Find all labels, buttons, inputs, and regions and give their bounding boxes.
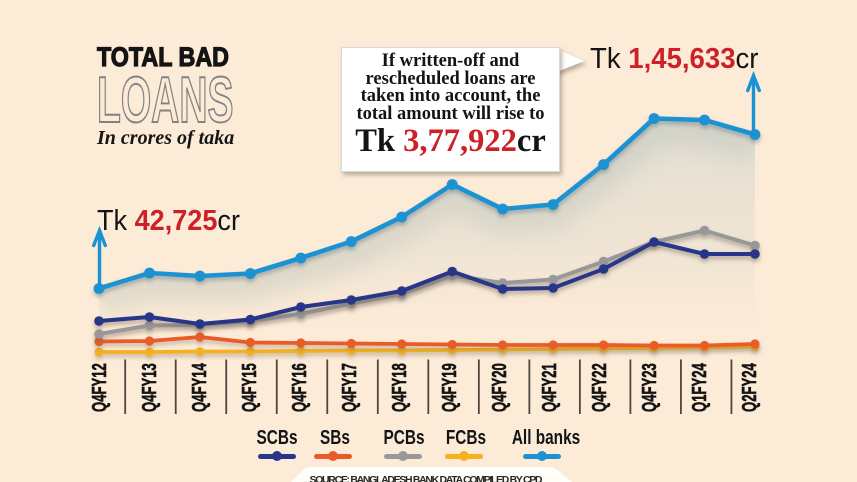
svg-text:SOURCE: BANGLADESH BANK DATA C: SOURCE: BANGLADESH BANK DATA COMPILED BY… xyxy=(310,474,543,482)
